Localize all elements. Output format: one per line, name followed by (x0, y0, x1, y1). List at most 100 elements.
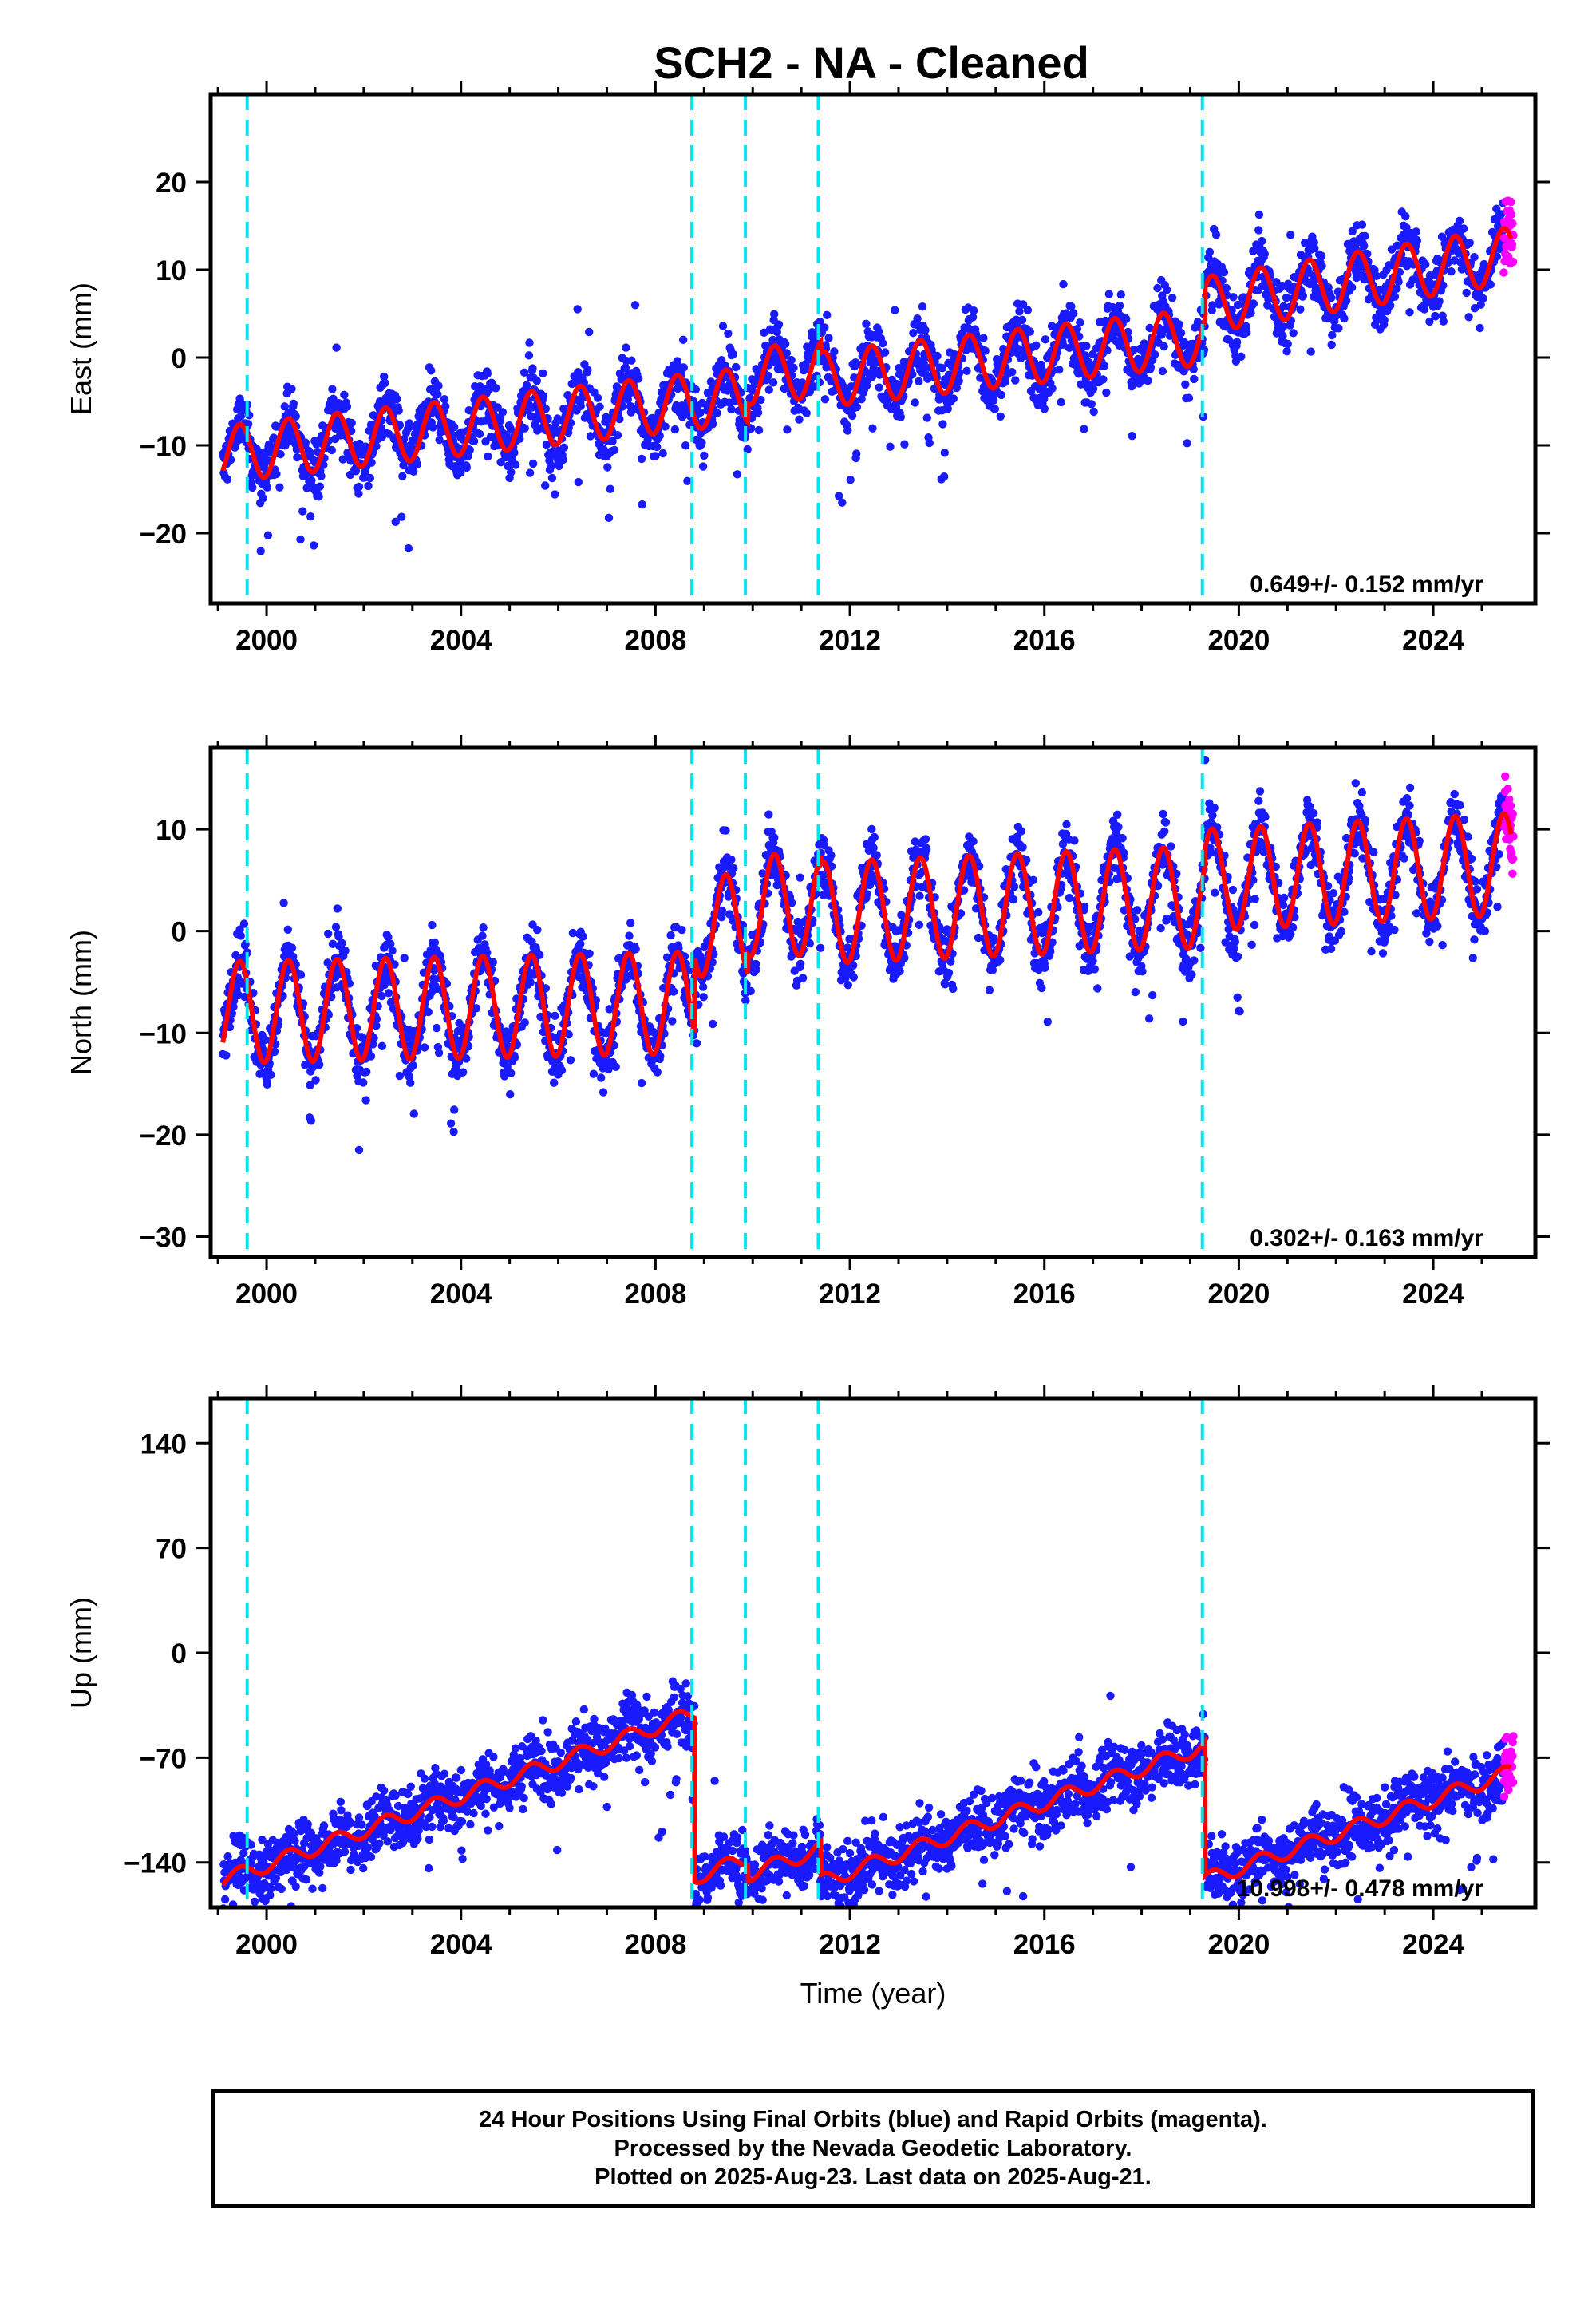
data-point (1104, 290, 1114, 298)
data-point (754, 425, 764, 435)
data-point (630, 301, 640, 310)
data-point (1017, 827, 1026, 836)
data-point (1278, 331, 1287, 340)
data-point (525, 338, 534, 347)
data-point (1246, 309, 1255, 318)
data-point (709, 420, 717, 429)
data-point (551, 1011, 559, 1021)
data-point (1057, 397, 1065, 407)
data-point (263, 531, 273, 539)
data-point (528, 459, 538, 468)
data-point (1181, 380, 1190, 389)
data-point (748, 386, 757, 395)
figure-title: SCH2 - NA - Cleaned (654, 38, 1089, 88)
rapid-data-point (1499, 268, 1508, 277)
data-point (1025, 327, 1035, 336)
data-point (1144, 376, 1152, 385)
data-point (990, 405, 1000, 413)
data-point (272, 469, 281, 479)
data-point (420, 1043, 429, 1052)
data-point (782, 349, 791, 358)
data-point (327, 445, 336, 455)
data-point (615, 414, 624, 424)
rapid-data-point (1507, 239, 1517, 249)
data-point (1317, 251, 1326, 260)
data-point (1128, 432, 1136, 441)
data-point (768, 378, 778, 387)
data-point (700, 451, 709, 460)
data-point (796, 873, 804, 882)
data-point (823, 310, 832, 319)
data-point (406, 1078, 415, 1087)
data-point (341, 947, 350, 955)
data-point (338, 939, 346, 948)
data-point (510, 449, 519, 457)
data-point (359, 1078, 368, 1087)
data-point (851, 358, 860, 367)
x-tick-label: 2012 (819, 625, 881, 656)
data-point (542, 440, 551, 449)
data-point (576, 939, 585, 948)
data-point (459, 1068, 468, 1077)
data-point (921, 326, 930, 334)
data-point (783, 425, 792, 434)
data-point (1348, 283, 1357, 292)
y-axis-label: East (mm) (65, 283, 97, 415)
data-point (1470, 253, 1479, 262)
data-point (566, 1056, 575, 1065)
data-point (1009, 895, 1018, 904)
data-point (1237, 352, 1246, 361)
final-orbit-points (219, 756, 1508, 1155)
data-point (469, 437, 479, 445)
data-point (259, 494, 267, 503)
data-point (989, 934, 998, 943)
data-point (310, 541, 318, 550)
data-point (573, 305, 582, 314)
data-point (306, 449, 314, 457)
data-point (275, 483, 284, 492)
data-point (516, 434, 524, 443)
data-point (679, 335, 688, 344)
data-point (424, 1007, 433, 1017)
data-point (484, 452, 492, 461)
data-point (1361, 231, 1369, 240)
data-point (354, 489, 363, 498)
data-point (391, 517, 400, 526)
data-point (380, 372, 389, 381)
data-point (922, 844, 931, 854)
data-point (435, 436, 444, 445)
data-point (874, 327, 883, 336)
data-point (608, 437, 617, 445)
data-point (488, 958, 497, 966)
data-point (478, 931, 487, 940)
data-point (574, 477, 583, 487)
plot-area-1 (219, 94, 1518, 603)
data-point (409, 467, 418, 476)
data-point (1283, 339, 1292, 349)
data-point (1260, 250, 1270, 259)
data-point (699, 993, 708, 1002)
data-point (331, 923, 341, 931)
data-point (280, 402, 289, 411)
data-point (1190, 374, 1199, 384)
data-point (579, 932, 587, 941)
data-point (1179, 1017, 1187, 1026)
data-point (231, 443, 239, 452)
plot-area-2 (219, 748, 1518, 1257)
data-point (670, 425, 679, 434)
data-point (450, 1105, 459, 1114)
data-point (846, 476, 855, 484)
data-point (1015, 307, 1024, 316)
x-tick-label: 2024 (1402, 625, 1464, 656)
data-point (524, 351, 534, 360)
data-point (450, 422, 459, 432)
data-point (1476, 323, 1484, 333)
data-point (1401, 212, 1410, 221)
data-point (315, 482, 324, 491)
data-point (1153, 283, 1162, 293)
data-point (606, 484, 614, 493)
data-point (589, 1069, 598, 1078)
data-point (1043, 1018, 1053, 1026)
data-point (651, 452, 660, 460)
data-point (413, 460, 422, 468)
